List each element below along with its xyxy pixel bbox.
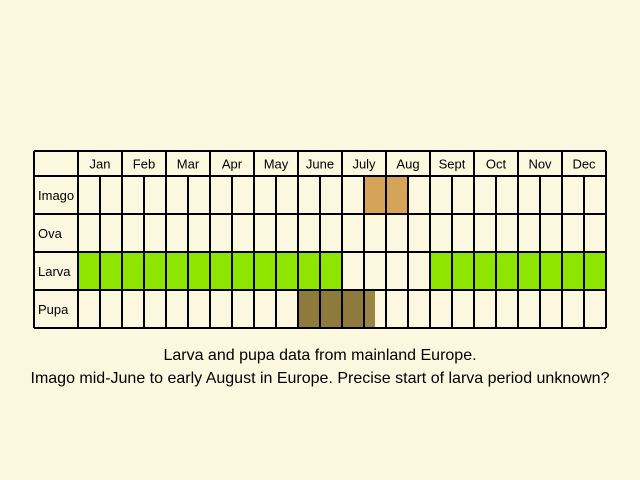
row-label-imago: Imago: [38, 188, 74, 203]
caption-line-2: Imago mid-June to early August in Europe…: [30, 370, 610, 387]
month-label-0: Jan: [90, 157, 111, 172]
month-label-1: Feb: [133, 157, 155, 172]
row-label-larva: Larva: [38, 264, 71, 279]
month-label-2: Mar: [177, 157, 200, 172]
pupa-period-extra-0: [364, 290, 375, 328]
month-label-4: May: [264, 157, 289, 172]
month-label-11: Dec: [572, 157, 596, 172]
month-label-8: Sept: [439, 157, 466, 172]
pupa-period-0: [298, 290, 364, 328]
month-label-7: Aug: [396, 157, 419, 172]
row-label-ova: Ova: [38, 226, 63, 241]
month-label-9: Oct: [486, 157, 507, 172]
month-label-6: July: [352, 157, 376, 172]
row-label-pupa: Pupa: [38, 302, 69, 317]
month-label-3: Apr: [222, 157, 243, 172]
month-label-10: Nov: [528, 157, 552, 172]
caption-line-1: Larva and pupa data from mainland Europe…: [163, 347, 477, 364]
month-label-5: June: [306, 157, 334, 172]
